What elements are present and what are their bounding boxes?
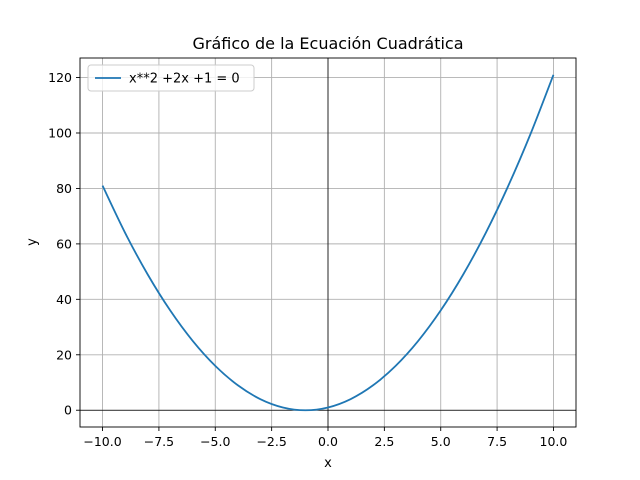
x-tick-label: 10.0 <box>540 434 568 449</box>
y-tick-label: 0 <box>64 403 72 418</box>
x-tick-label: −5.0 <box>200 434 230 449</box>
x-axis-ticks: −10.0 −7.5 −5.0 −2.5 0.0 2.5 5.0 7.5 10.0 <box>83 427 567 449</box>
x-axis-label: x <box>324 456 332 471</box>
chart-title: Gráfico de la Ecuación Cuadrática <box>192 34 463 53</box>
series-lines <box>101 74 555 412</box>
legend: x**2 +2x +1 = 0 <box>87 64 255 92</box>
legend-box <box>87 64 255 92</box>
x-tick-label: 2.5 <box>374 434 394 449</box>
y-tick-label: 60 <box>56 236 72 251</box>
zero-axis-lines <box>80 58 576 427</box>
x-tick-label: −2.5 <box>256 434 286 449</box>
x-tick-label: 0.0 <box>318 434 338 449</box>
y-tick-label: 120 <box>48 70 72 85</box>
x-tick-label: −10.0 <box>83 434 121 449</box>
y-tick-label: 20 <box>56 347 72 362</box>
x-tick-label: 7.5 <box>487 434 507 449</box>
x-tick-label: 5.0 <box>431 434 451 449</box>
legend-entry-label: x**2 +2x +1 = 0 <box>129 72 240 87</box>
y-axis-ticks: 0 20 40 60 80 100 120 <box>48 70 80 418</box>
series-line <box>101 74 555 412</box>
y-tick-label: 80 <box>56 181 72 196</box>
y-axis-label: y <box>25 238 40 246</box>
y-tick-label: 40 <box>56 292 72 307</box>
y-tick-label: 100 <box>48 125 72 140</box>
x-tick-label: −7.5 <box>144 434 174 449</box>
